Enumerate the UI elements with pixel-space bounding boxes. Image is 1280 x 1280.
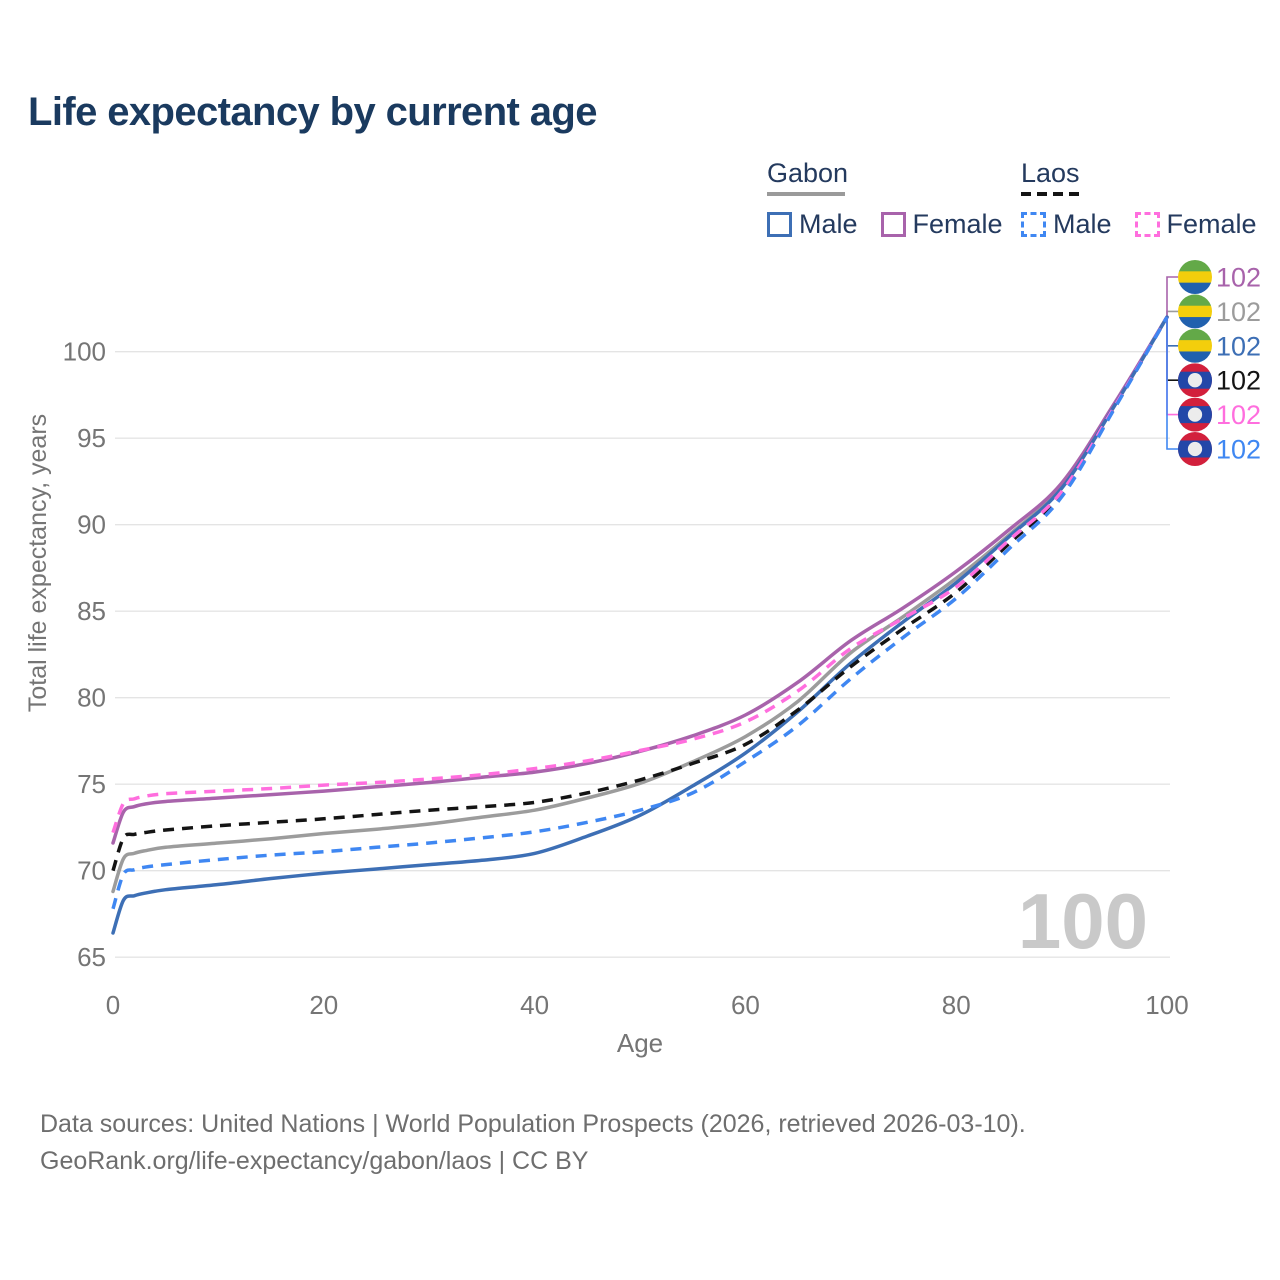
leader-line <box>1166 317 1178 450</box>
y-tick-label: 80 <box>77 683 106 713</box>
legend-swatch-gabon-female <box>880 212 906 237</box>
max-age-watermark: 100 <box>1018 877 1148 965</box>
leader-line <box>1166 317 1178 416</box>
legend-swatch-laos-male <box>1021 212 1046 237</box>
series-line-laos-total[interactable] <box>111 316 1169 872</box>
legend-label-laos-female: Female <box>1166 209 1257 239</box>
legend-swatch-laos-female <box>1134 212 1160 237</box>
chart-area: 65 70 75 80 85 90 95 100 0 20 40 60 80 100 Age Total li… <box>24 260 1261 1058</box>
series-line-laos-female[interactable] <box>111 316 1169 834</box>
series-line-gabon-female[interactable] <box>111 315 1169 845</box>
page-title: Life expectancy by current age <box>28 90 598 134</box>
series-line-gabon-total[interactable] <box>111 315 1169 894</box>
footer: Data sources: United Nations | World Pop… <box>40 1106 1026 1180</box>
x-axis-title: Age <box>617 1028 663 1058</box>
flag-gabon-icon <box>1178 294 1212 329</box>
y-tick-label: 70 <box>77 856 106 886</box>
series-line-laos-male[interactable] <box>111 316 1169 910</box>
x-tick-label: 60 <box>731 990 760 1020</box>
legend-linestyle-laos <box>1021 192 1079 196</box>
legend-country-laos: Laos <box>1021 158 1080 188</box>
legend-group-gabon: Gabon Male Female <box>767 158 1003 240</box>
footer-data-sources: Data sources: United Nations | World Pop… <box>40 1110 1026 1138</box>
y-tick-label: 75 <box>77 769 106 799</box>
legend-item-gabon-female: Female <box>880 209 1003 240</box>
legend-item-gabon-male: Male <box>767 209 858 240</box>
flag-laos-icon <box>1178 432 1212 466</box>
legend-label-laos-male: Male <box>1053 209 1112 239</box>
flag-laos-icon <box>1178 363 1212 398</box>
legend-label-gabon-female: Female <box>912 209 1003 239</box>
y-tick-label: 65 <box>77 942 106 972</box>
end-value-label: 102 <box>1216 435 1261 465</box>
end-value-label: 102 <box>1216 366 1261 396</box>
flag-laos-icon <box>1178 397 1212 432</box>
end-value-label: 102 <box>1216 297 1261 327</box>
legend-swatch-gabon-male <box>767 212 792 237</box>
flag-gabon-icon <box>1178 328 1212 363</box>
x-tick-label: 40 <box>520 990 549 1020</box>
leader-line <box>1166 276 1178 318</box>
legend-item-laos-male: Male <box>1021 209 1112 240</box>
y-tick-label: 85 <box>77 596 106 626</box>
y-tick-label: 95 <box>77 423 106 453</box>
line-chart: 65 70 75 80 85 90 95 100 0 20 40 60 80 100 Age Total li… <box>24 260 1261 1058</box>
y-tick-label: 100 <box>63 337 106 367</box>
legend-items-gabon: Male Female <box>767 209 1003 240</box>
x-tick-label: 80 <box>942 990 971 1020</box>
y-axis-title: Total life expectancy, years <box>24 414 52 712</box>
x-tick-label: 100 <box>1145 990 1188 1020</box>
end-value-label: 102 <box>1216 263 1261 293</box>
legend-item-laos-female: Female <box>1134 209 1257 240</box>
leader-line <box>1166 317 1178 381</box>
y-tick-label: 90 <box>77 510 106 540</box>
x-tick-label: 20 <box>309 990 338 1020</box>
legend-group-laos: Laos Male Female <box>1021 158 1257 240</box>
end-value-label: 102 <box>1216 331 1261 361</box>
legend-linestyle-gabon <box>767 192 845 196</box>
legend-country-gabon: Gabon <box>767 158 849 188</box>
end-value-label: 102 <box>1216 400 1261 430</box>
legend-label-gabon-male: Male <box>799 209 858 239</box>
legend-items-laos: Male Female <box>1021 209 1257 240</box>
footer-source-link: GeoRank.org/life-expectancy/gabon/laos |… <box>40 1147 589 1175</box>
flag-gabon-icon <box>1178 260 1212 294</box>
series-line-gabon-male[interactable] <box>111 315 1169 935</box>
leader-line <box>1166 310 1178 318</box>
leader-line <box>1166 317 1178 347</box>
x-tick-label: 0 <box>106 990 120 1020</box>
